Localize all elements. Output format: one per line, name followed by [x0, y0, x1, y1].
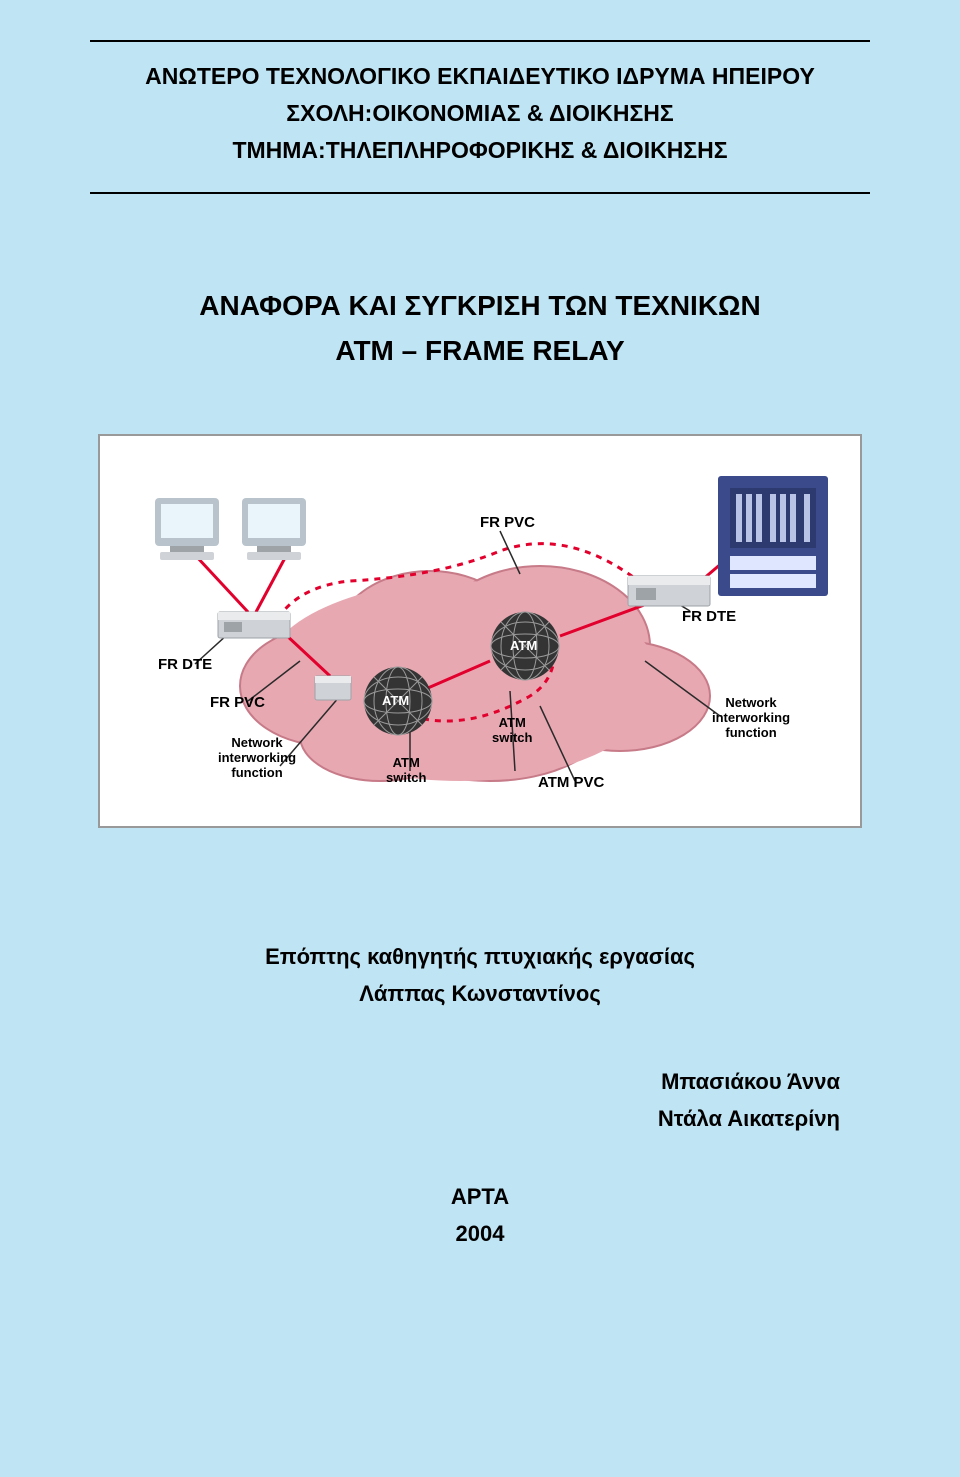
footer-block: ΑΡΤΑ 2004 — [90, 1178, 870, 1253]
header-institution: ΑΝΩΤΕΡΟ ΤΕΧΝΟΛΟΓΙΚΟ ΕΚΠΑΙΔΕΥΤΙΚΟ ΙΔΡΥΜΑ … — [90, 58, 870, 95]
supervisor-block: Επόπτης καθηγητής πτυχιακής εργασίας Λάπ… — [90, 938, 870, 1013]
footer-year: 2004 — [90, 1215, 870, 1252]
monitor-left-1 — [155, 498, 219, 560]
label-atm-right: ATM — [510, 639, 537, 654]
diagram-svg — [100, 436, 860, 826]
title-line-2: ATM – FRAME RELAY — [90, 329, 870, 374]
label-fr-dte-left: FR DTE — [158, 656, 212, 673]
header-school: ΣΧΟΛΗ:ΟΙΚΟΝΟΜΙΑΣ & ΔΙΟΙΚΗΣΗΣ — [90, 95, 870, 132]
label-fr-pvc-left: FR PVC — [210, 694, 265, 711]
fr-dte-left-box — [218, 612, 290, 638]
label-fr-pvc-top: FR PVC — [480, 514, 535, 531]
header-department: ΤΜΗΜΑ:ΤΗΛΕΠΛΗΡΟΦΟΡΙΚΗΣ & ΔΙΟΙΚΗΣΗΣ — [90, 132, 870, 169]
monitor-left-2 — [242, 498, 306, 560]
network-diagram: FR PVC FR DTE FR DTE FR PVC Network inte… — [98, 434, 862, 828]
supervisor-title: Επόπτης καθηγητής πτυχιακής εργασίας — [90, 938, 870, 975]
supervisor-name: Λάππας Κωνσταντίνος — [90, 975, 870, 1012]
label-atm-left: ATM — [382, 694, 409, 709]
document-page: ΑΝΩΤΕΡΟ ΤΕΧΝΟΛΟΓΙΚΟ ΕΚΠΑΙΔΕΥΤΙΚΟ ΙΔΡΥΜΑ … — [0, 0, 960, 1477]
authors-block: Μπασιάκου Άννα Ντάλα Αικατερίνη — [90, 1063, 870, 1138]
atm-switch-left-box — [315, 676, 351, 700]
label-fr-dte-right: FR DTE — [682, 608, 736, 625]
label-atm-switch-right: ATM switch — [492, 716, 532, 746]
footer-city: ΑΡΤΑ — [90, 1178, 870, 1215]
label-atm-pvc: ATM PVC — [538, 774, 604, 791]
main-title: ΑΝΑΦΟΡΑ ΚΑΙ ΣΥΓΚΡΙΣΗ ΤΩΝ ΤΕΧΝΙΚΩΝ ATM – … — [90, 284, 870, 374]
server-rack — [718, 476, 828, 596]
header-block: ΑΝΩΤΕΡΟ ΤΕΧΝΟΛΟΓΙΚΟ ΕΚΠΑΙΔΕΥΤΙΚΟ ΙΔΡΥΜΑ … — [90, 42, 870, 192]
title-line-1: ΑΝΑΦΟΡΑ ΚΑΙ ΣΥΓΚΡΙΣΗ ΤΩΝ ΤΕΧΝΙΚΩΝ — [90, 284, 870, 329]
label-atm-switch-left: ATM switch — [386, 756, 426, 786]
fr-dte-right-box — [628, 576, 710, 606]
author-2: Ντάλα Αικατερίνη — [90, 1100, 840, 1137]
author-1: Μπασιάκου Άννα — [90, 1063, 840, 1100]
mid-rule — [90, 192, 870, 194]
label-net-iw-left: Network interworking function — [218, 736, 296, 781]
label-net-iw-right: Network interworking function — [712, 696, 790, 741]
